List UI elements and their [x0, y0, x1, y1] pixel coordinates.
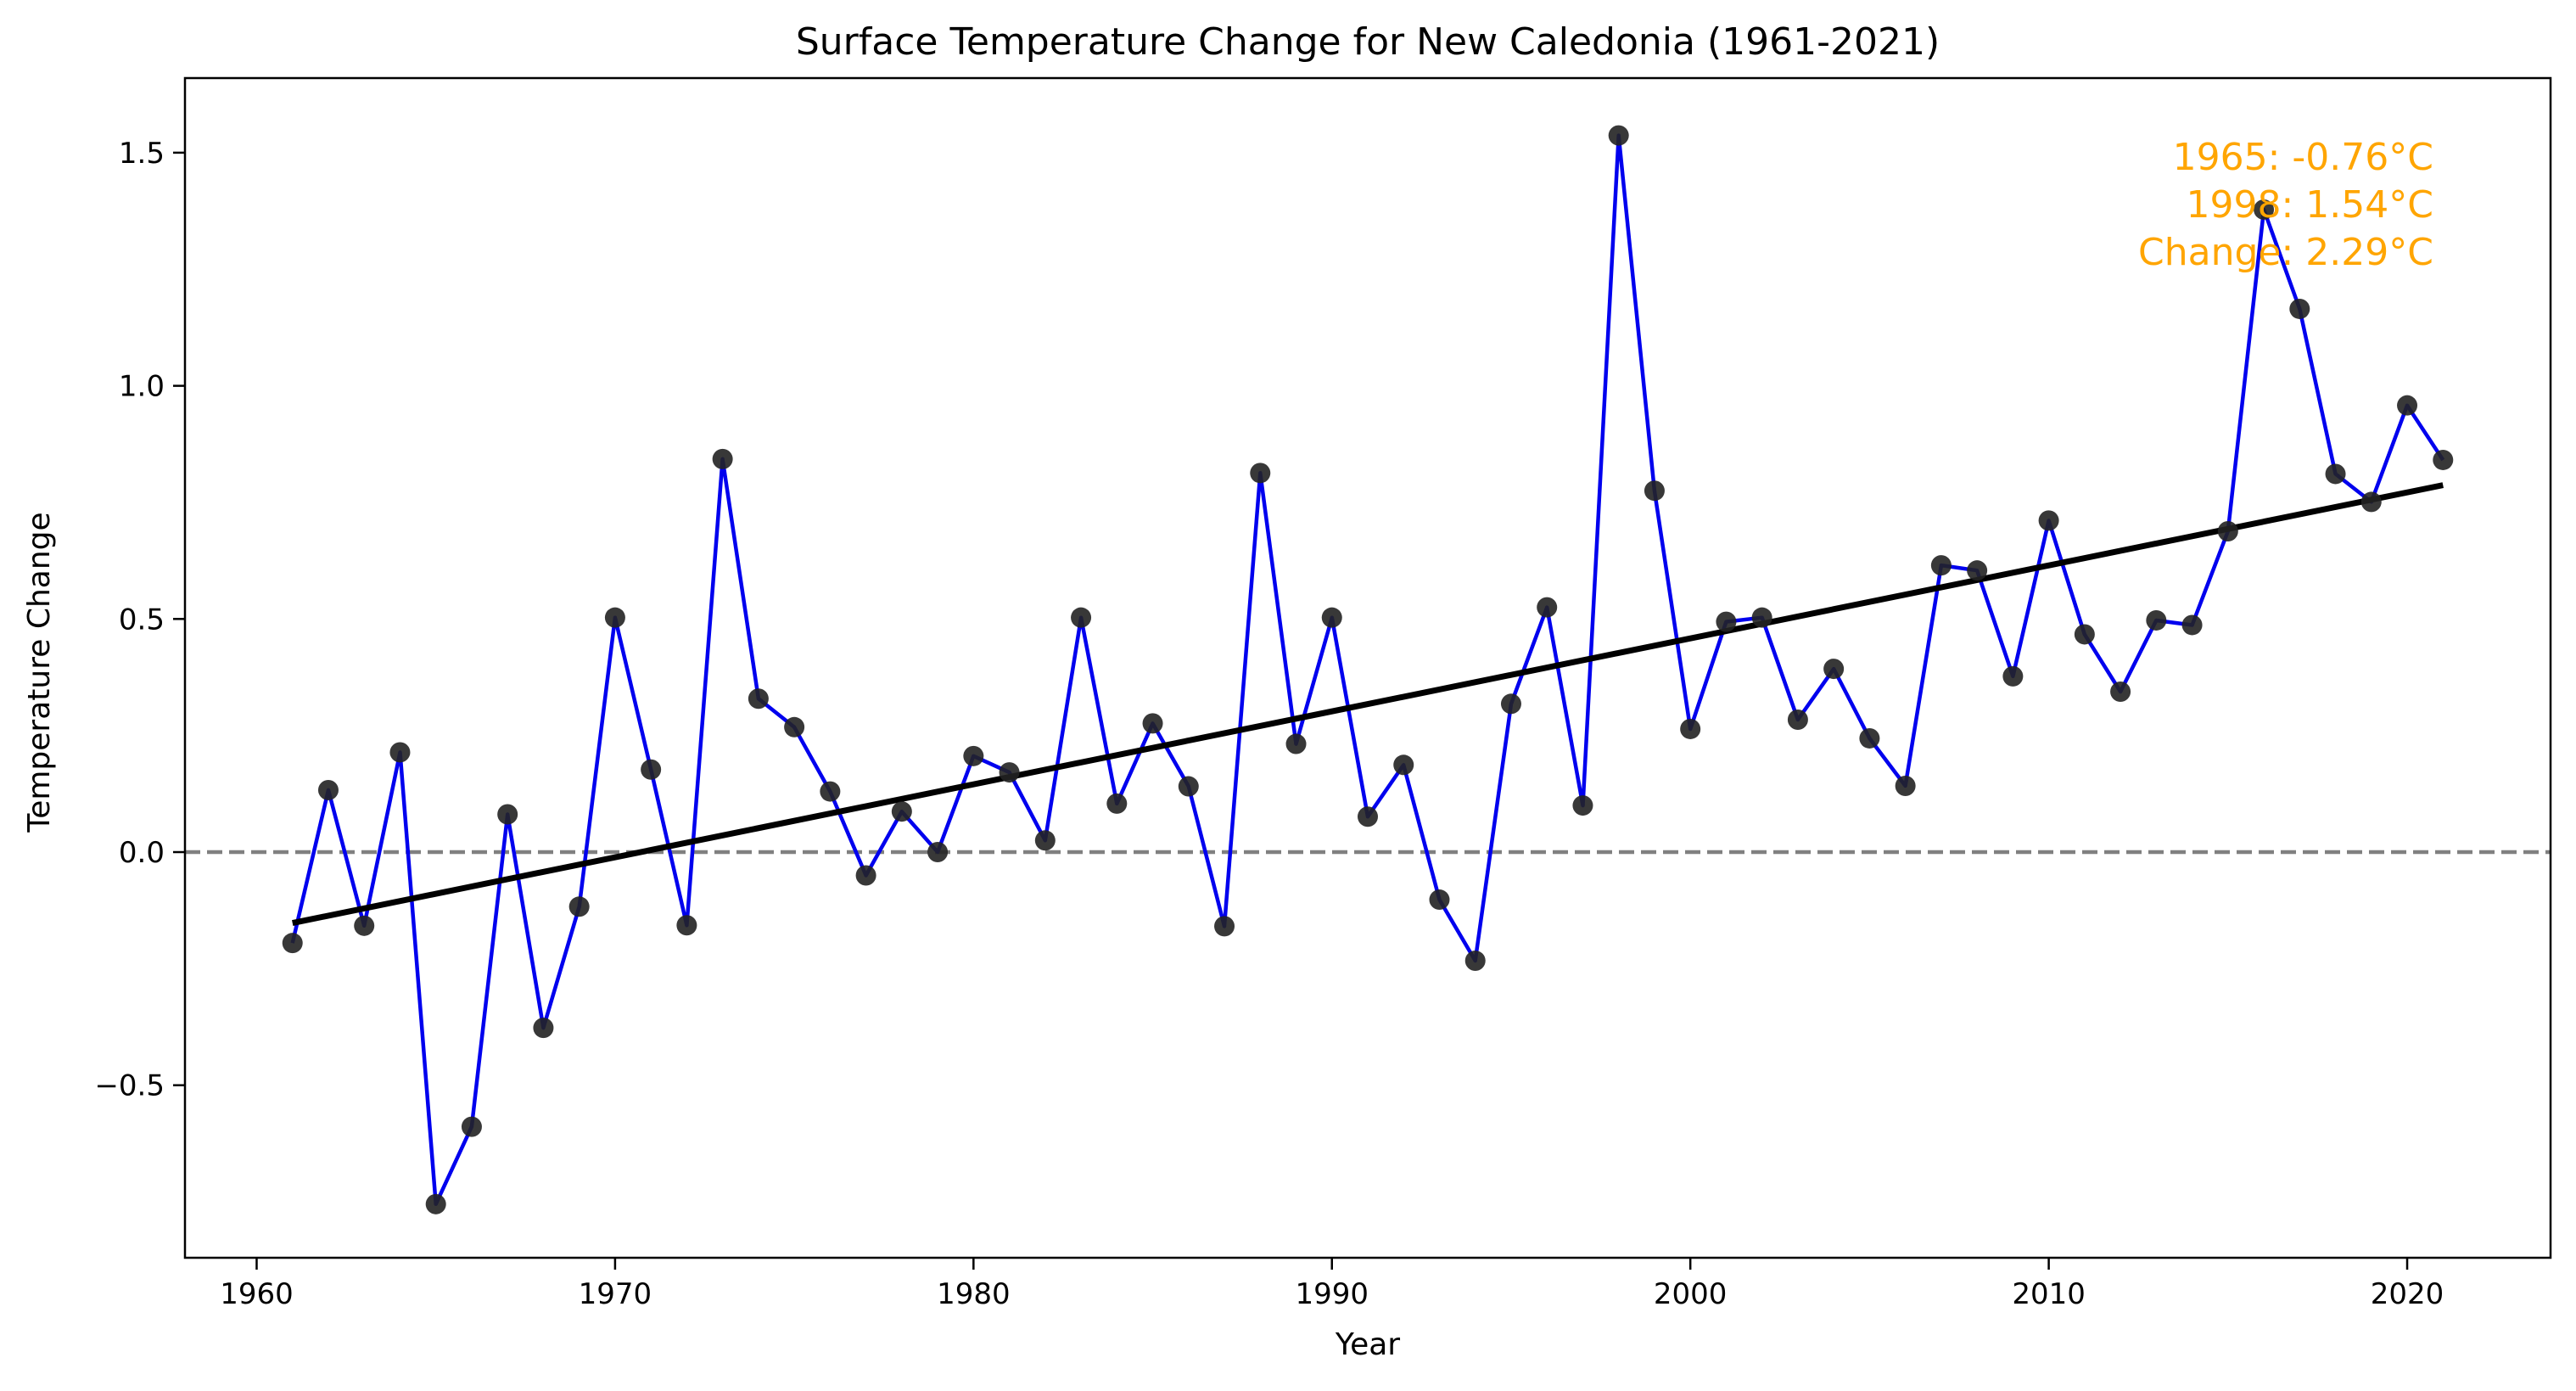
plot-frame [183, 76, 2552, 1259]
data-point [2217, 521, 2238, 542]
data-point [927, 842, 949, 863]
data-point [461, 1116, 482, 1137]
data-point [1500, 693, 1521, 715]
data-point [354, 915, 375, 936]
data-point [1680, 718, 1701, 739]
data-point [389, 742, 411, 763]
data-point [497, 804, 518, 825]
data-point [317, 779, 339, 800]
data-point [1106, 793, 1128, 814]
x-tick-label: 2000 [1654, 1277, 1728, 1311]
data-point [1071, 607, 1092, 628]
annotation-line: 1998: 1.54°C [2187, 183, 2433, 227]
data-point [1967, 560, 1988, 581]
x-tick-label: 1990 [1295, 1277, 1369, 1311]
data-point [712, 448, 733, 469]
data-point [568, 896, 590, 917]
x-tick-label: 2010 [2012, 1277, 2086, 1311]
data-point [2254, 199, 2275, 220]
x-tick-label: 2020 [2371, 1277, 2444, 1311]
y-tick-label: 0.0 [119, 836, 165, 870]
data-point [533, 1018, 554, 1039]
data-point [1895, 776, 1916, 796]
x-tick-label: 1980 [937, 1277, 1011, 1311]
x-tick-label: 1960 [220, 1277, 294, 1311]
chart-title: Surface Temperature Change for New Caled… [796, 20, 1940, 64]
data-point [2433, 449, 2454, 470]
data-point [641, 759, 662, 780]
data-point [963, 745, 984, 766]
x-axis-label: Year [1335, 1327, 1400, 1362]
data-point [1823, 659, 1845, 680]
x-tick-label: 1970 [579, 1277, 652, 1311]
data-point [425, 1193, 446, 1214]
y-tick-label: −0.5 [94, 1069, 165, 1103]
data-point [676, 915, 697, 936]
data-point [1285, 733, 1307, 754]
data-point [1537, 597, 1558, 618]
data-point [2074, 624, 2095, 645]
axes: 1960 1970 1980 1990 2000 2010 2020 −0.5 0.0 0.5 1.… [94, 76, 2552, 1311]
data-point [1178, 776, 1199, 797]
data-point [891, 801, 912, 822]
data-point [1214, 916, 1235, 937]
data-point [1572, 795, 1593, 816]
data-point [1859, 727, 1880, 749]
data-point [2038, 510, 2059, 531]
data-point [748, 688, 769, 710]
data-point [2289, 298, 2310, 319]
data-point [604, 607, 625, 628]
data-point [1787, 709, 1808, 730]
data-point [1716, 611, 1737, 632]
y-axis-label: Temperature Change [22, 512, 57, 833]
data-point [2146, 609, 2167, 631]
data-point [1250, 463, 1271, 484]
data-point [855, 865, 876, 886]
annotation-line: 1965: -0.76°C [2173, 136, 2433, 179]
y-tick-label: 1.5 [119, 137, 165, 171]
data-point [1393, 754, 1414, 776]
data-point [1429, 889, 1450, 911]
data-point [2110, 681, 2131, 703]
data-point [2325, 463, 2346, 485]
data-point [1464, 951, 1486, 972]
data-point [2360, 491, 2382, 513]
data-point [1142, 713, 1163, 734]
data-point [784, 716, 805, 738]
data-point [1751, 607, 1772, 628]
data-point [282, 933, 303, 954]
data-point [1930, 555, 1952, 576]
data-point [1644, 480, 1665, 502]
data-point [2181, 614, 2203, 636]
data-point [1608, 125, 1629, 146]
y-tick-label: 0.5 [119, 603, 165, 637]
y-tick-label: 1.0 [119, 370, 165, 404]
data-point [2397, 395, 2418, 416]
data-point [1321, 607, 1342, 628]
data-point [1034, 830, 1056, 851]
annotation-line: Change: 2.29°C [2138, 231, 2433, 274]
trend-line [292, 482, 2444, 926]
data-point [820, 781, 841, 802]
data-point [1358, 806, 1378, 827]
data-point [2002, 665, 2024, 687]
data-point [999, 762, 1020, 783]
